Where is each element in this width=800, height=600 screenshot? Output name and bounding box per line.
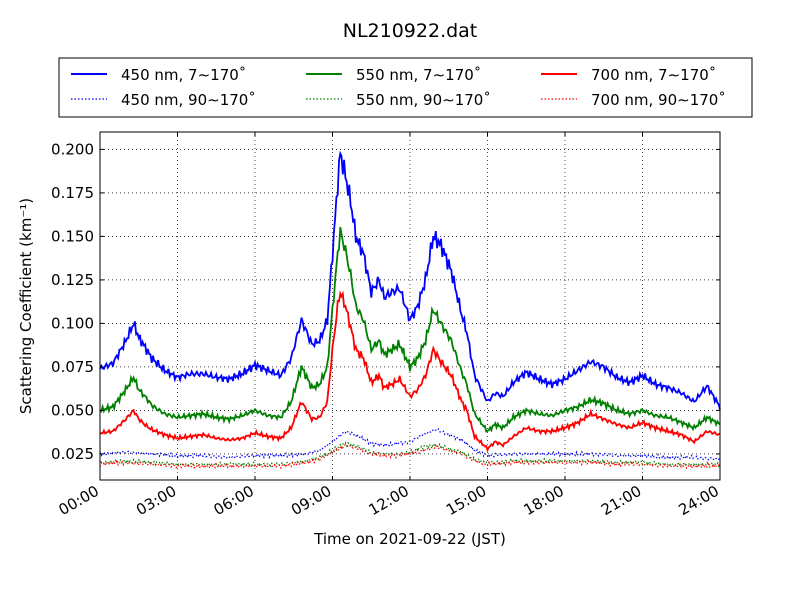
legend-label: 550 nm, 90∼170˚ (356, 91, 491, 109)
legend-label: 450 nm, 7∼170˚ (121, 66, 246, 84)
series-group (99, 150, 721, 470)
legend-label: 450 nm, 90∼170˚ (121, 91, 256, 109)
x-tick-label: 00:00 (56, 482, 102, 519)
x-tick-label: 24:00 (676, 482, 722, 519)
series-line-6 (99, 443, 721, 470)
legend-box (58, 57, 753, 118)
series-line-1 (99, 150, 721, 410)
legend-label: 700 nm, 7∼170˚ (591, 66, 716, 84)
x-tick-label: 12:00 (366, 482, 412, 519)
x-tick-label: 18:00 (521, 482, 567, 519)
x-tick-label: 06:00 (211, 482, 257, 519)
series-line-2 (99, 428, 721, 461)
series-line-4 (99, 441, 721, 468)
plot-area (100, 132, 720, 480)
x-tick-label: 15:00 (443, 482, 489, 519)
y-tick-label: 0.175 (51, 184, 94, 202)
series-line-5 (99, 290, 721, 453)
y-tick-label: 0.075 (51, 358, 94, 376)
y-tick-label: 0.125 (51, 271, 94, 289)
y-axis-label: Scattering Coefficient (km⁻¹) (17, 198, 35, 414)
y-tick-label: 0.150 (51, 227, 94, 245)
x-tick-label: 21:00 (598, 482, 644, 519)
chart-title: NL210922.dat (343, 20, 478, 42)
legend-label: 550 nm, 7∼170˚ (356, 66, 481, 84)
legend-label: 700 nm, 90∼170˚ (591, 91, 726, 109)
legend: 450 nm, 7∼170˚ 450 nm, 90∼170˚ 550 nm, 7∼1… (71, 66, 726, 109)
y-tick-label: 0.200 (51, 140, 94, 158)
y-tick-label: 0.025 (51, 445, 94, 463)
x-tick-label: 09:00 (288, 482, 334, 519)
series-line-3 (99, 226, 721, 433)
y-tick-label: 0.100 (51, 314, 94, 332)
x-tick-label: 03:00 (133, 482, 179, 519)
y-tick-label: 0.050 (51, 401, 94, 419)
x-axis-label: Time on 2021-09-22 (JST) (313, 530, 506, 548)
